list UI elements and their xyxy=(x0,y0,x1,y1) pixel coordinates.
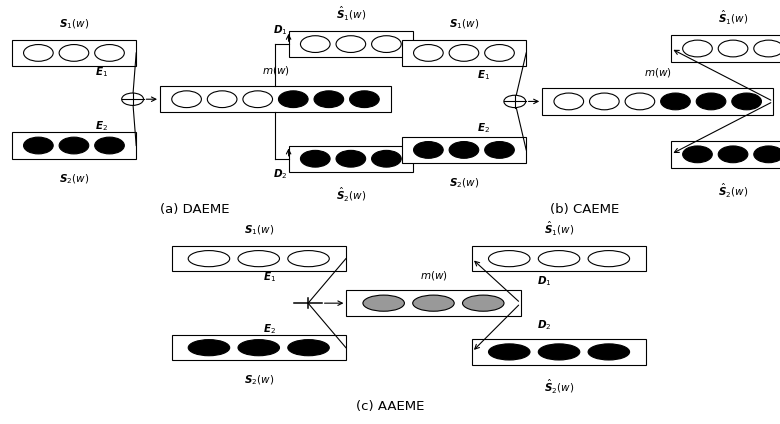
Bar xyxy=(289,31,413,57)
Circle shape xyxy=(188,251,229,267)
Circle shape xyxy=(300,36,330,53)
Bar xyxy=(542,88,773,114)
Circle shape xyxy=(449,142,479,158)
Circle shape xyxy=(94,137,124,154)
Circle shape xyxy=(363,295,404,311)
Text: (a) DAEME: (a) DAEME xyxy=(160,203,230,216)
Circle shape xyxy=(94,45,124,61)
Circle shape xyxy=(207,91,237,108)
Text: $\boldsymbol{E}_1$: $\boldsymbol{E}_1$ xyxy=(95,66,108,79)
Text: $\boldsymbol{S}_1(w)$: $\boldsymbol{S}_1(w)$ xyxy=(448,17,479,31)
Text: $\boldsymbol{D}_1$: $\boldsymbol{D}_1$ xyxy=(273,24,288,37)
Bar xyxy=(172,246,346,271)
Text: $\hat{\boldsymbol{S}}_2(w)$: $\hat{\boldsymbol{S}}_2(w)$ xyxy=(335,185,366,203)
Text: $\hat{\boldsymbol{S}}_2(w)$: $\hat{\boldsymbol{S}}_2(w)$ xyxy=(544,377,574,395)
Text: $\boldsymbol{S}_1(w)$: $\boldsymbol{S}_1(w)$ xyxy=(243,224,274,237)
Text: $\hat{\boldsymbol{S}}_1(w)$: $\hat{\boldsymbol{S}}_1(w)$ xyxy=(335,4,366,22)
Text: $\boldsymbol{E}_1$: $\boldsymbol{E}_1$ xyxy=(264,270,276,284)
Circle shape xyxy=(23,137,53,154)
Circle shape xyxy=(682,40,712,57)
Circle shape xyxy=(413,45,443,61)
Text: $\hat{\boldsymbol{S}}_2(w)$: $\hat{\boldsymbol{S}}_2(w)$ xyxy=(718,181,748,199)
Text: (c) AAEME: (c) AAEME xyxy=(356,400,424,413)
Circle shape xyxy=(288,251,329,267)
Circle shape xyxy=(238,251,279,267)
Circle shape xyxy=(336,36,366,53)
Text: $\hat{\boldsymbol{S}}_1(w)$: $\hat{\boldsymbol{S}}_1(w)$ xyxy=(544,220,574,237)
Circle shape xyxy=(588,344,629,360)
Circle shape xyxy=(463,295,504,311)
Bar xyxy=(402,40,526,66)
Circle shape xyxy=(278,91,308,108)
Circle shape xyxy=(488,251,530,267)
Circle shape xyxy=(243,91,272,108)
Bar xyxy=(160,86,391,112)
Circle shape xyxy=(718,40,748,57)
Circle shape xyxy=(59,45,89,61)
Bar xyxy=(472,246,646,271)
Circle shape xyxy=(288,340,329,356)
Circle shape xyxy=(413,142,443,158)
Text: $m(w)$: $m(w)$ xyxy=(644,67,672,79)
Bar xyxy=(472,339,646,365)
Bar xyxy=(346,290,520,316)
Circle shape xyxy=(718,146,748,163)
Bar xyxy=(671,35,780,62)
Circle shape xyxy=(314,91,344,108)
Circle shape xyxy=(122,93,144,106)
Circle shape xyxy=(588,251,629,267)
Bar xyxy=(172,335,346,360)
Circle shape xyxy=(504,95,526,108)
Circle shape xyxy=(188,340,229,356)
Bar xyxy=(671,141,780,167)
Circle shape xyxy=(682,146,712,163)
Circle shape xyxy=(238,340,279,356)
Circle shape xyxy=(349,91,379,108)
Circle shape xyxy=(484,142,514,158)
Text: $\boldsymbol{D}_2$: $\boldsymbol{D}_2$ xyxy=(273,167,287,181)
Text: $\boldsymbol{E}_2$: $\boldsymbol{E}_2$ xyxy=(95,119,108,133)
Bar xyxy=(289,145,413,172)
Bar xyxy=(402,137,526,163)
Text: $m(w)$: $m(w)$ xyxy=(420,269,448,282)
Bar xyxy=(12,132,136,159)
Circle shape xyxy=(484,45,514,61)
Circle shape xyxy=(172,91,201,108)
Circle shape xyxy=(538,251,580,267)
Circle shape xyxy=(753,40,780,57)
Circle shape xyxy=(661,93,690,110)
Text: $\boldsymbol{S}_2(w)$: $\boldsymbol{S}_2(w)$ xyxy=(448,176,479,190)
Circle shape xyxy=(488,344,530,360)
Circle shape xyxy=(371,36,401,53)
Circle shape xyxy=(732,93,761,110)
Circle shape xyxy=(554,93,583,110)
Text: $\boldsymbol{E}_2$: $\boldsymbol{E}_2$ xyxy=(477,121,490,135)
Circle shape xyxy=(300,151,330,167)
Circle shape xyxy=(23,45,53,61)
Text: $m(w)$: $m(w)$ xyxy=(261,64,289,77)
Circle shape xyxy=(538,344,580,360)
Text: $\boldsymbol{D}_2$: $\boldsymbol{D}_2$ xyxy=(537,318,551,332)
Text: $\boldsymbol{S}_2(w)$: $\boldsymbol{S}_2(w)$ xyxy=(243,373,274,387)
Text: $\boldsymbol{E}_1$: $\boldsymbol{E}_1$ xyxy=(477,68,490,81)
Circle shape xyxy=(371,151,401,167)
Text: $\boldsymbol{S}_2(w)$: $\boldsymbol{S}_2(w)$ xyxy=(58,172,89,186)
Bar xyxy=(12,40,136,66)
Text: $\boldsymbol{D}_1$: $\boldsymbol{D}_1$ xyxy=(537,274,551,288)
Text: $\boldsymbol{E}_2$: $\boldsymbol{E}_2$ xyxy=(264,322,276,336)
Circle shape xyxy=(59,137,89,154)
Text: $\hat{\boldsymbol{S}}_1(w)$: $\hat{\boldsymbol{S}}_1(w)$ xyxy=(718,8,748,26)
Text: (b) CAEME: (b) CAEME xyxy=(551,203,619,216)
Circle shape xyxy=(753,146,780,163)
Circle shape xyxy=(449,45,479,61)
Circle shape xyxy=(336,151,366,167)
Circle shape xyxy=(590,93,619,110)
Circle shape xyxy=(625,93,654,110)
Circle shape xyxy=(697,93,726,110)
Text: $\boldsymbol{S}_1(w)$: $\boldsymbol{S}_1(w)$ xyxy=(58,17,89,31)
Circle shape xyxy=(413,295,454,311)
